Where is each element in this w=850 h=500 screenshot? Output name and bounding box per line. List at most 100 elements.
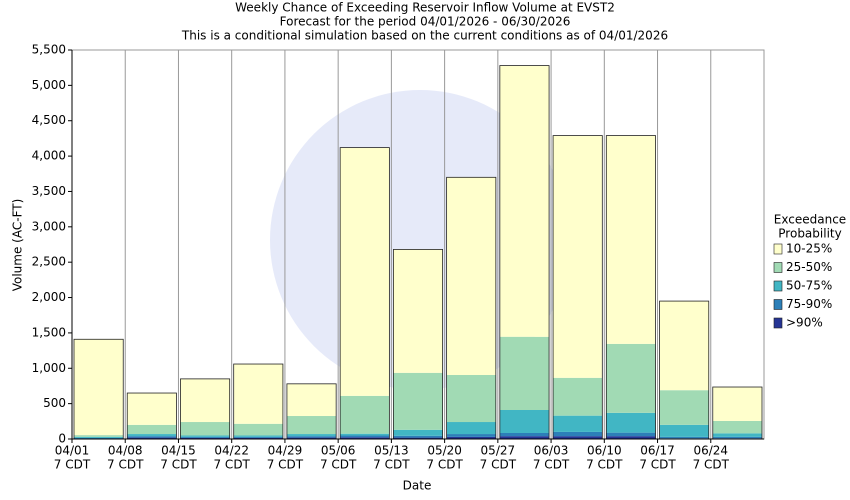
bar-segment [499, 65, 550, 337]
bar-segment [499, 432, 550, 437]
bar-segment [127, 437, 177, 439]
bar-segment [446, 177, 496, 375]
legend-label: 75-90% [786, 297, 832, 311]
y-tick-label: 3,500 [32, 184, 66, 198]
bar-segment [74, 435, 124, 437]
x-tick-label: 05/06 [321, 444, 356, 458]
bar-segment [127, 424, 177, 435]
bar-segment [180, 422, 230, 436]
bar-segment [499, 410, 550, 433]
bar-segment [659, 424, 709, 437]
y-tick-label: 5,500 [32, 43, 66, 57]
bar-segment [393, 435, 443, 438]
legend-label: 10-25% [786, 242, 832, 256]
bar-segment [180, 378, 230, 423]
bar-segment [180, 435, 230, 437]
bar-segment [286, 416, 337, 435]
x-tick-label: 05/13 [374, 444, 409, 458]
x-tick-label: 04/08 [108, 444, 143, 458]
bar-segment [446, 436, 496, 439]
bar-segment [659, 301, 709, 391]
y-tick-label: 2,500 [32, 255, 66, 269]
x-tick-time: 7 CDT [586, 458, 623, 472]
x-tick-label: 04/22 [214, 444, 249, 458]
bar-segment [499, 336, 550, 411]
legend-swatch [773, 262, 783, 273]
bar-segment [233, 436, 283, 438]
y-tick-label: 1,000 [32, 361, 66, 375]
bar-segment [659, 390, 709, 425]
chart-subtitle: Forecast for the period 04/01/2026 - 06/… [280, 15, 571, 29]
x-tick-time: 7 CDT [639, 458, 676, 472]
bar-segment [127, 393, 177, 425]
bar-segment [553, 436, 603, 439]
legend-title: Exceedance [774, 213, 846, 227]
x-tick-time: 7 CDT [533, 458, 570, 472]
bar-segment [180, 436, 230, 438]
legend-title: Probability [778, 227, 841, 241]
y-axis-label: Volume (AC-FT) [11, 199, 25, 292]
bar-segment [127, 436, 177, 438]
bar-segment [393, 372, 443, 430]
bar-segment [606, 436, 656, 439]
x-tick-time: 7 CDT [107, 458, 144, 472]
bar-segment [659, 436, 709, 439]
x-tick-label: 05/27 [481, 444, 516, 458]
legend-swatch [773, 317, 783, 329]
bar-segment [340, 435, 390, 438]
bar-segment [499, 436, 550, 439]
bar-segment [712, 433, 762, 437]
x-tick-label: 06/17 [640, 444, 675, 458]
x-tick-time: 7 CDT [480, 458, 517, 472]
y-tick-label: 500 [43, 396, 66, 410]
x-tick-time: 7 CDT [320, 458, 357, 472]
x-tick-label: 06/10 [587, 444, 622, 458]
bar-segment [233, 435, 283, 437]
bar-segment [446, 422, 496, 435]
bar-segment [553, 377, 603, 416]
x-tick-label: 05/20 [427, 444, 462, 458]
x-tick-time: 7 CDT [373, 458, 410, 472]
chart-subtitle: This is a conditional simulation based o… [181, 29, 668, 43]
bar-segment [74, 339, 124, 436]
legend-label: 50-75% [786, 279, 832, 293]
y-tick-label: 3,000 [32, 219, 66, 233]
x-tick-time: 7 CDT [54, 458, 91, 472]
bar-segment [393, 429, 443, 436]
legend-swatch [773, 243, 783, 255]
y-tick-label: 1,500 [32, 325, 66, 339]
legend-label: >90% [786, 316, 823, 330]
bar-segment [606, 135, 656, 344]
x-axis-label: Date [403, 479, 432, 493]
x-tick-label: 04/01 [55, 444, 90, 458]
bar-segment [127, 434, 177, 437]
x-tick-time: 7 CDT [693, 458, 730, 472]
bar-segment [233, 364, 283, 424]
bar-segment [393, 437, 443, 439]
x-tick-label: 06/03 [534, 444, 569, 458]
bar-segment [286, 434, 337, 437]
x-tick-label: 04/15 [161, 444, 196, 458]
y-tick-label: 2,000 [32, 290, 66, 304]
x-tick-time: 7 CDT [426, 458, 463, 472]
bar-segment [74, 437, 124, 439]
bar-segment [74, 436, 124, 438]
bar-segment [340, 395, 390, 434]
bar-segment [286, 436, 337, 438]
bar-segment [233, 423, 283, 436]
x-tick-label: 06/24 [693, 444, 728, 458]
bar-segment [712, 436, 762, 439]
bar-segment [553, 431, 603, 437]
bar-segment [393, 249, 443, 373]
x-tick-label: 04/29 [268, 444, 303, 458]
x-tick-time: 7 CDT [213, 458, 250, 472]
bar-segment [180, 437, 230, 439]
bar-segment [286, 437, 337, 439]
bar-segment [340, 433, 390, 436]
y-tick-label: 4,000 [32, 149, 66, 163]
bar-segment [606, 412, 656, 433]
chart-title: Weekly Chance of Exceeding Reservoir Inf… [235, 1, 615, 15]
bar-segment [553, 135, 603, 378]
bar-segment [340, 437, 390, 439]
